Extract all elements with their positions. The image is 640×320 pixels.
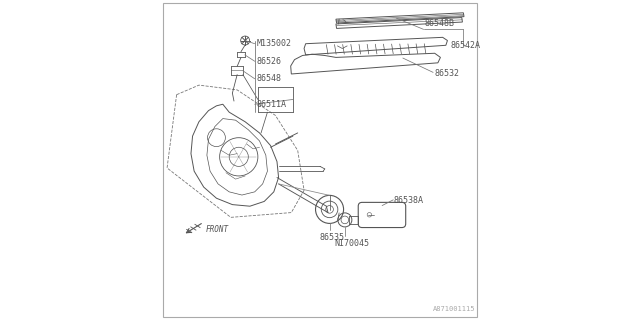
Text: FRONT: FRONT — [205, 225, 228, 234]
Text: 86535: 86535 — [320, 233, 345, 242]
Text: 86548: 86548 — [256, 74, 281, 83]
Text: 86542A: 86542A — [451, 41, 481, 50]
Text: 86526: 86526 — [256, 57, 281, 66]
Text: NI70045: NI70045 — [334, 239, 369, 248]
Text: 86511A: 86511A — [256, 100, 286, 109]
Text: 86538A: 86538A — [394, 196, 424, 205]
Text: M135002: M135002 — [256, 39, 291, 48]
Text: 86532: 86532 — [434, 69, 459, 78]
Text: A871001115: A871001115 — [433, 306, 476, 312]
Text: 86548B: 86548B — [424, 19, 454, 28]
